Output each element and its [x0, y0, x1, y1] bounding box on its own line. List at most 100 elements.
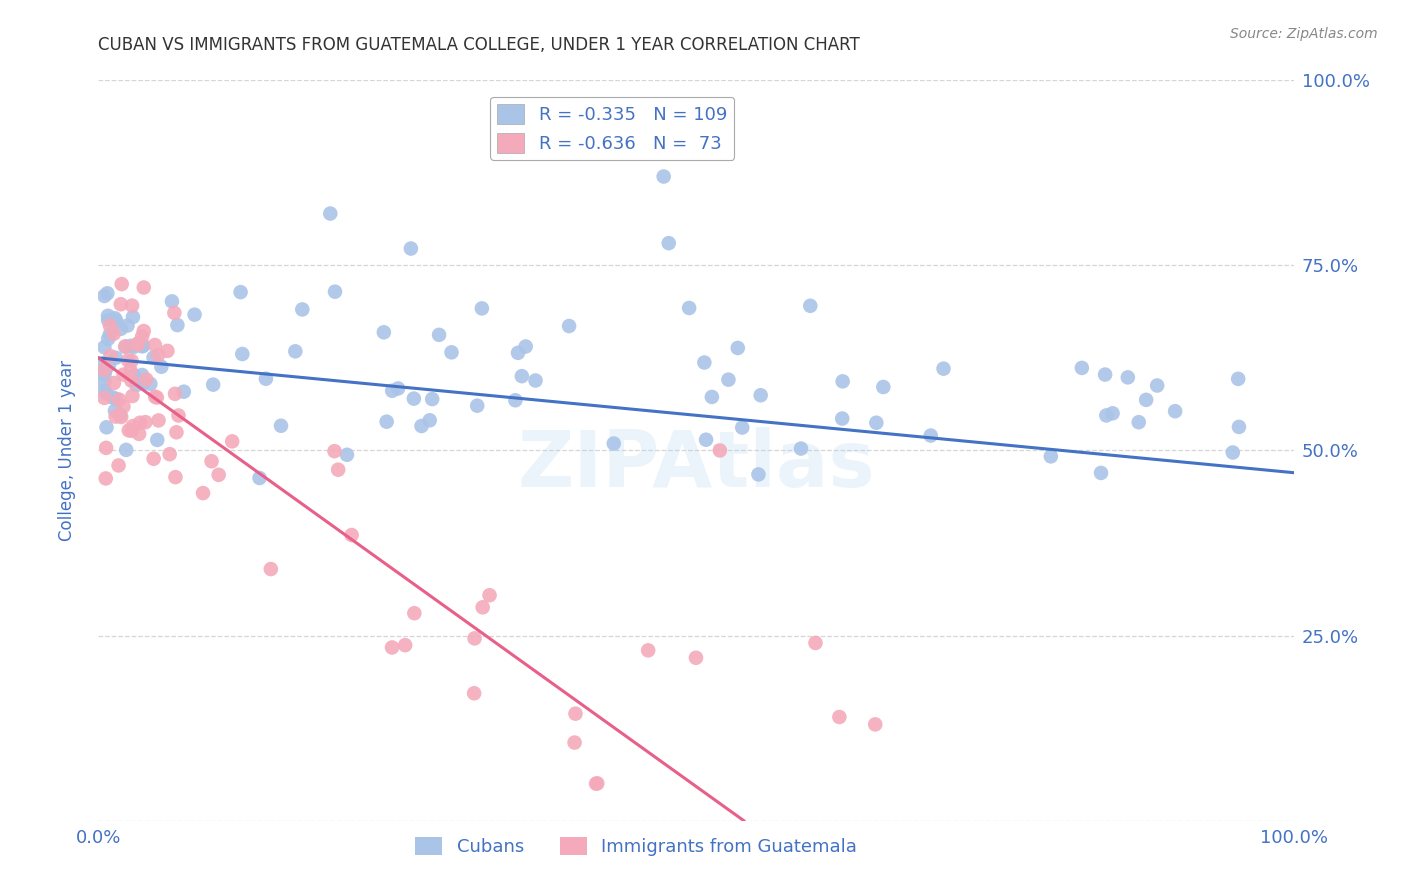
Point: [387, 382, 409, 396]
Point: [105, 314, 128, 328]
Point: [142, 451, 165, 466]
Point: [146, 391, 169, 405]
Point: [709, 443, 731, 458]
Point: [122, 419, 145, 434]
Point: [121, 389, 143, 403]
Point: [515, 339, 537, 353]
Point: [143, 338, 166, 352]
Point: [1094, 368, 1116, 382]
Point: [471, 301, 494, 316]
Point: [167, 409, 190, 423]
Point: [652, 169, 675, 184]
Point: [558, 319, 581, 334]
Point: [93, 340, 115, 354]
Point: [163, 306, 186, 320]
Point: [586, 776, 609, 790]
Point: [411, 419, 433, 434]
Point: [249, 471, 271, 485]
Point: [165, 425, 187, 440]
Point: [564, 735, 586, 749]
Point: [510, 369, 533, 384]
Point: [132, 324, 155, 338]
Point: [678, 301, 700, 315]
Point: [603, 436, 626, 450]
Point: [404, 606, 426, 620]
Point: [165, 470, 187, 484]
Point: [121, 424, 143, 438]
Point: [231, 347, 253, 361]
Point: [110, 322, 132, 336]
Point: [131, 368, 153, 382]
Point: [254, 372, 277, 386]
Point: [1227, 420, 1250, 434]
Point: [1146, 378, 1168, 392]
Point: [103, 376, 125, 390]
Point: [381, 384, 404, 398]
Point: [865, 717, 887, 731]
Point: [831, 411, 853, 425]
Point: [524, 374, 547, 388]
Point: [828, 710, 851, 724]
Point: [156, 343, 179, 358]
Point: [336, 448, 359, 462]
Point: [150, 359, 173, 374]
Point: [104, 403, 127, 417]
Point: [506, 346, 529, 360]
Point: [110, 408, 132, 422]
Point: [284, 344, 307, 359]
Point: [96, 420, 118, 434]
Point: [564, 706, 586, 721]
Point: [831, 375, 853, 389]
Point: [191, 486, 214, 500]
Point: [291, 302, 314, 317]
Point: [260, 562, 283, 576]
Point: [121, 299, 143, 313]
Point: [110, 409, 132, 424]
Point: [202, 377, 225, 392]
Point: [340, 528, 363, 542]
Point: [427, 327, 450, 342]
Point: [107, 458, 129, 473]
Point: [94, 471, 117, 485]
Point: [120, 374, 142, 388]
Point: [93, 289, 115, 303]
Point: [146, 348, 169, 362]
Point: [1135, 392, 1157, 407]
Point: [110, 297, 132, 311]
Point: [1222, 445, 1244, 459]
Point: [221, 434, 243, 449]
Point: [132, 376, 155, 390]
Point: [128, 426, 150, 441]
Point: [132, 338, 155, 352]
Point: [1101, 406, 1123, 420]
Point: [93, 375, 115, 389]
Point: [419, 413, 441, 427]
Point: [270, 418, 292, 433]
Point: [464, 632, 486, 646]
Point: [117, 318, 139, 333]
Point: [122, 310, 145, 324]
Point: [749, 388, 772, 402]
Point: [118, 423, 141, 437]
Point: [103, 326, 125, 341]
Point: [727, 341, 749, 355]
Point: [932, 361, 955, 376]
Point: [166, 318, 188, 332]
Point: [328, 463, 350, 477]
Point: [146, 433, 169, 447]
Point: [120, 363, 142, 377]
Point: [104, 351, 127, 365]
Point: [1116, 370, 1139, 384]
Point: [108, 392, 131, 407]
Point: [381, 640, 404, 655]
Point: [100, 349, 122, 363]
Point: [323, 285, 346, 299]
Point: [465, 399, 488, 413]
Text: CUBAN VS IMMIGRANTS FROM GUATEMALA COLLEGE, UNDER 1 YEAR CORRELATION CHART: CUBAN VS IMMIGRANTS FROM GUATEMALA COLLE…: [98, 36, 860, 54]
Point: [208, 467, 231, 482]
Point: [319, 206, 342, 220]
Point: [505, 393, 527, 408]
Point: [717, 373, 740, 387]
Point: [131, 329, 153, 343]
Point: [731, 420, 754, 434]
